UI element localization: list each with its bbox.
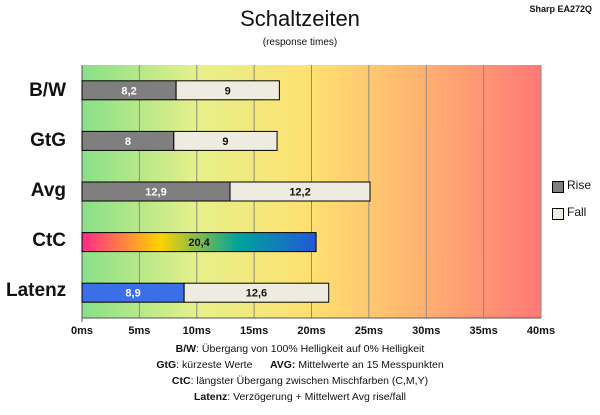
legend-label-rise: Rise bbox=[567, 178, 592, 192]
bar-fall-b-w bbox=[175, 80, 280, 101]
category-label-gtg: GtG bbox=[30, 130, 66, 151]
model-label: Sharp EA272Q bbox=[529, 4, 592, 14]
footnote-ctc: CtC: längster Übergang zwischen Mischfar… bbox=[171, 375, 429, 387]
bar-label-rise-avg: 12,9 bbox=[145, 187, 166, 199]
category-label-bw: B/W bbox=[29, 80, 66, 101]
footnote-gtg-avg: GtG: kürzeste Werte AVG: Mittelwerte an … bbox=[156, 359, 444, 371]
x-tick-label-5: 5ms bbox=[128, 325, 151, 337]
bar-label-rise-gtg: 8 bbox=[125, 136, 131, 148]
legend-swatch-rise bbox=[552, 181, 564, 193]
bar-fall-latenz bbox=[183, 282, 330, 303]
chart-subtitle: (response times) bbox=[262, 37, 338, 48]
x-tick-label-15: 15ms bbox=[240, 325, 269, 337]
x-tick-label-40: 40ms bbox=[526, 325, 556, 337]
legend-swatch-fall bbox=[552, 208, 564, 220]
x-tick-label-10: 10ms bbox=[182, 325, 211, 337]
category-label-ctc: CtC bbox=[32, 230, 66, 251]
footnote-latenz: Latenz: Verzögerung + Mittelwert Avg ris… bbox=[194, 391, 406, 403]
bar-label-fall-gtg: 9 bbox=[222, 136, 228, 148]
bar-label-rise-latenz: 8,9 bbox=[125, 288, 140, 300]
bar-label-fall-b-w: 9 bbox=[225, 85, 231, 97]
bar-label-rise-ctc: 20,4 bbox=[188, 237, 210, 249]
bar-rise-ctc bbox=[81, 232, 317, 253]
bar-fall-avg bbox=[229, 181, 371, 202]
bar-label-fall-latenz: 12,6 bbox=[246, 288, 267, 300]
x-tick-label-30: 30ms bbox=[412, 325, 441, 337]
category-label-latenz: Latenz bbox=[6, 280, 67, 301]
x-tick-label-20: 20ms bbox=[297, 325, 326, 337]
x-tick-label-0: 0ms bbox=[70, 325, 94, 337]
x-tick-label-35: 35ms bbox=[469, 325, 498, 337]
legend-label-fall: Fall bbox=[567, 205, 587, 219]
footnote-bw: B/W: Übergang von 100% Helligkeit auf 0%… bbox=[175, 343, 425, 355]
x-tick-label-25: 25ms bbox=[354, 325, 383, 337]
bar-label-fall-avg: 12,2 bbox=[289, 187, 310, 199]
bar-fall-gtg bbox=[173, 130, 278, 151]
bar-label-rise-b-w: 8,2 bbox=[121, 85, 136, 97]
chart-title: Schaltzeiten bbox=[240, 6, 360, 31]
category-label-avg: Avg bbox=[30, 180, 66, 201]
